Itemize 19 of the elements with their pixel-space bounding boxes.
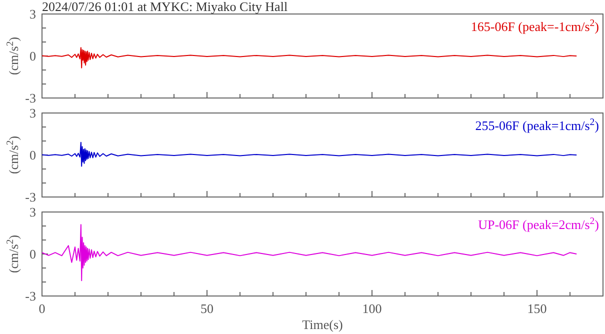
x-tick-label: 100 [362,301,382,316]
series-label: UP-06F (peak=2cm/s$^{2}$) [478,216,599,232]
series-label: 165-06F (peak=-1cm/s$^{2}$) [470,18,599,34]
x-tick-label: 50 [200,301,214,316]
y-tick-label: 3 [30,106,36,121]
y-tick-label: 0 [30,48,36,64]
x-axis-title: Time(s) [302,317,343,332]
y-tick-label: -3 [25,190,36,205]
chart-title: 2024/07/26 01:01 at MYKC: Miyako City Hall [42,0,288,14]
x-tick-label: 150 [527,301,547,316]
y-tick-label: -3 [25,288,36,304]
y-tick-label: -3 [25,90,36,106]
y-tick-label: 3 [30,204,36,220]
line-series [42,47,578,68]
y-tick-label: 0 [30,246,36,262]
line-series [42,142,578,167]
series-label: 255-06F (peak=1cm/s$^{2}$) [475,116,599,133]
y-tick-label: 3 [30,6,36,22]
y-tick-label: 0 [30,148,36,163]
